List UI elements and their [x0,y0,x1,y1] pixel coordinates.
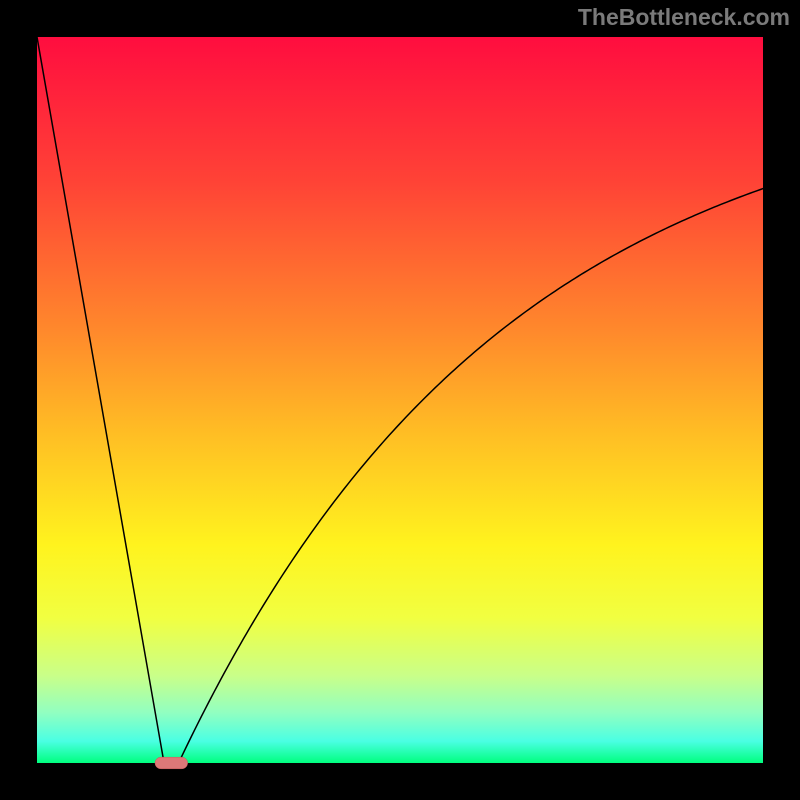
optimum-marker [155,757,188,769]
watermark-text: TheBottleneck.com [578,4,790,31]
chart-container: TheBottleneck.com [0,0,800,800]
bottleneck-chart [0,0,800,800]
plot-background [37,37,763,763]
